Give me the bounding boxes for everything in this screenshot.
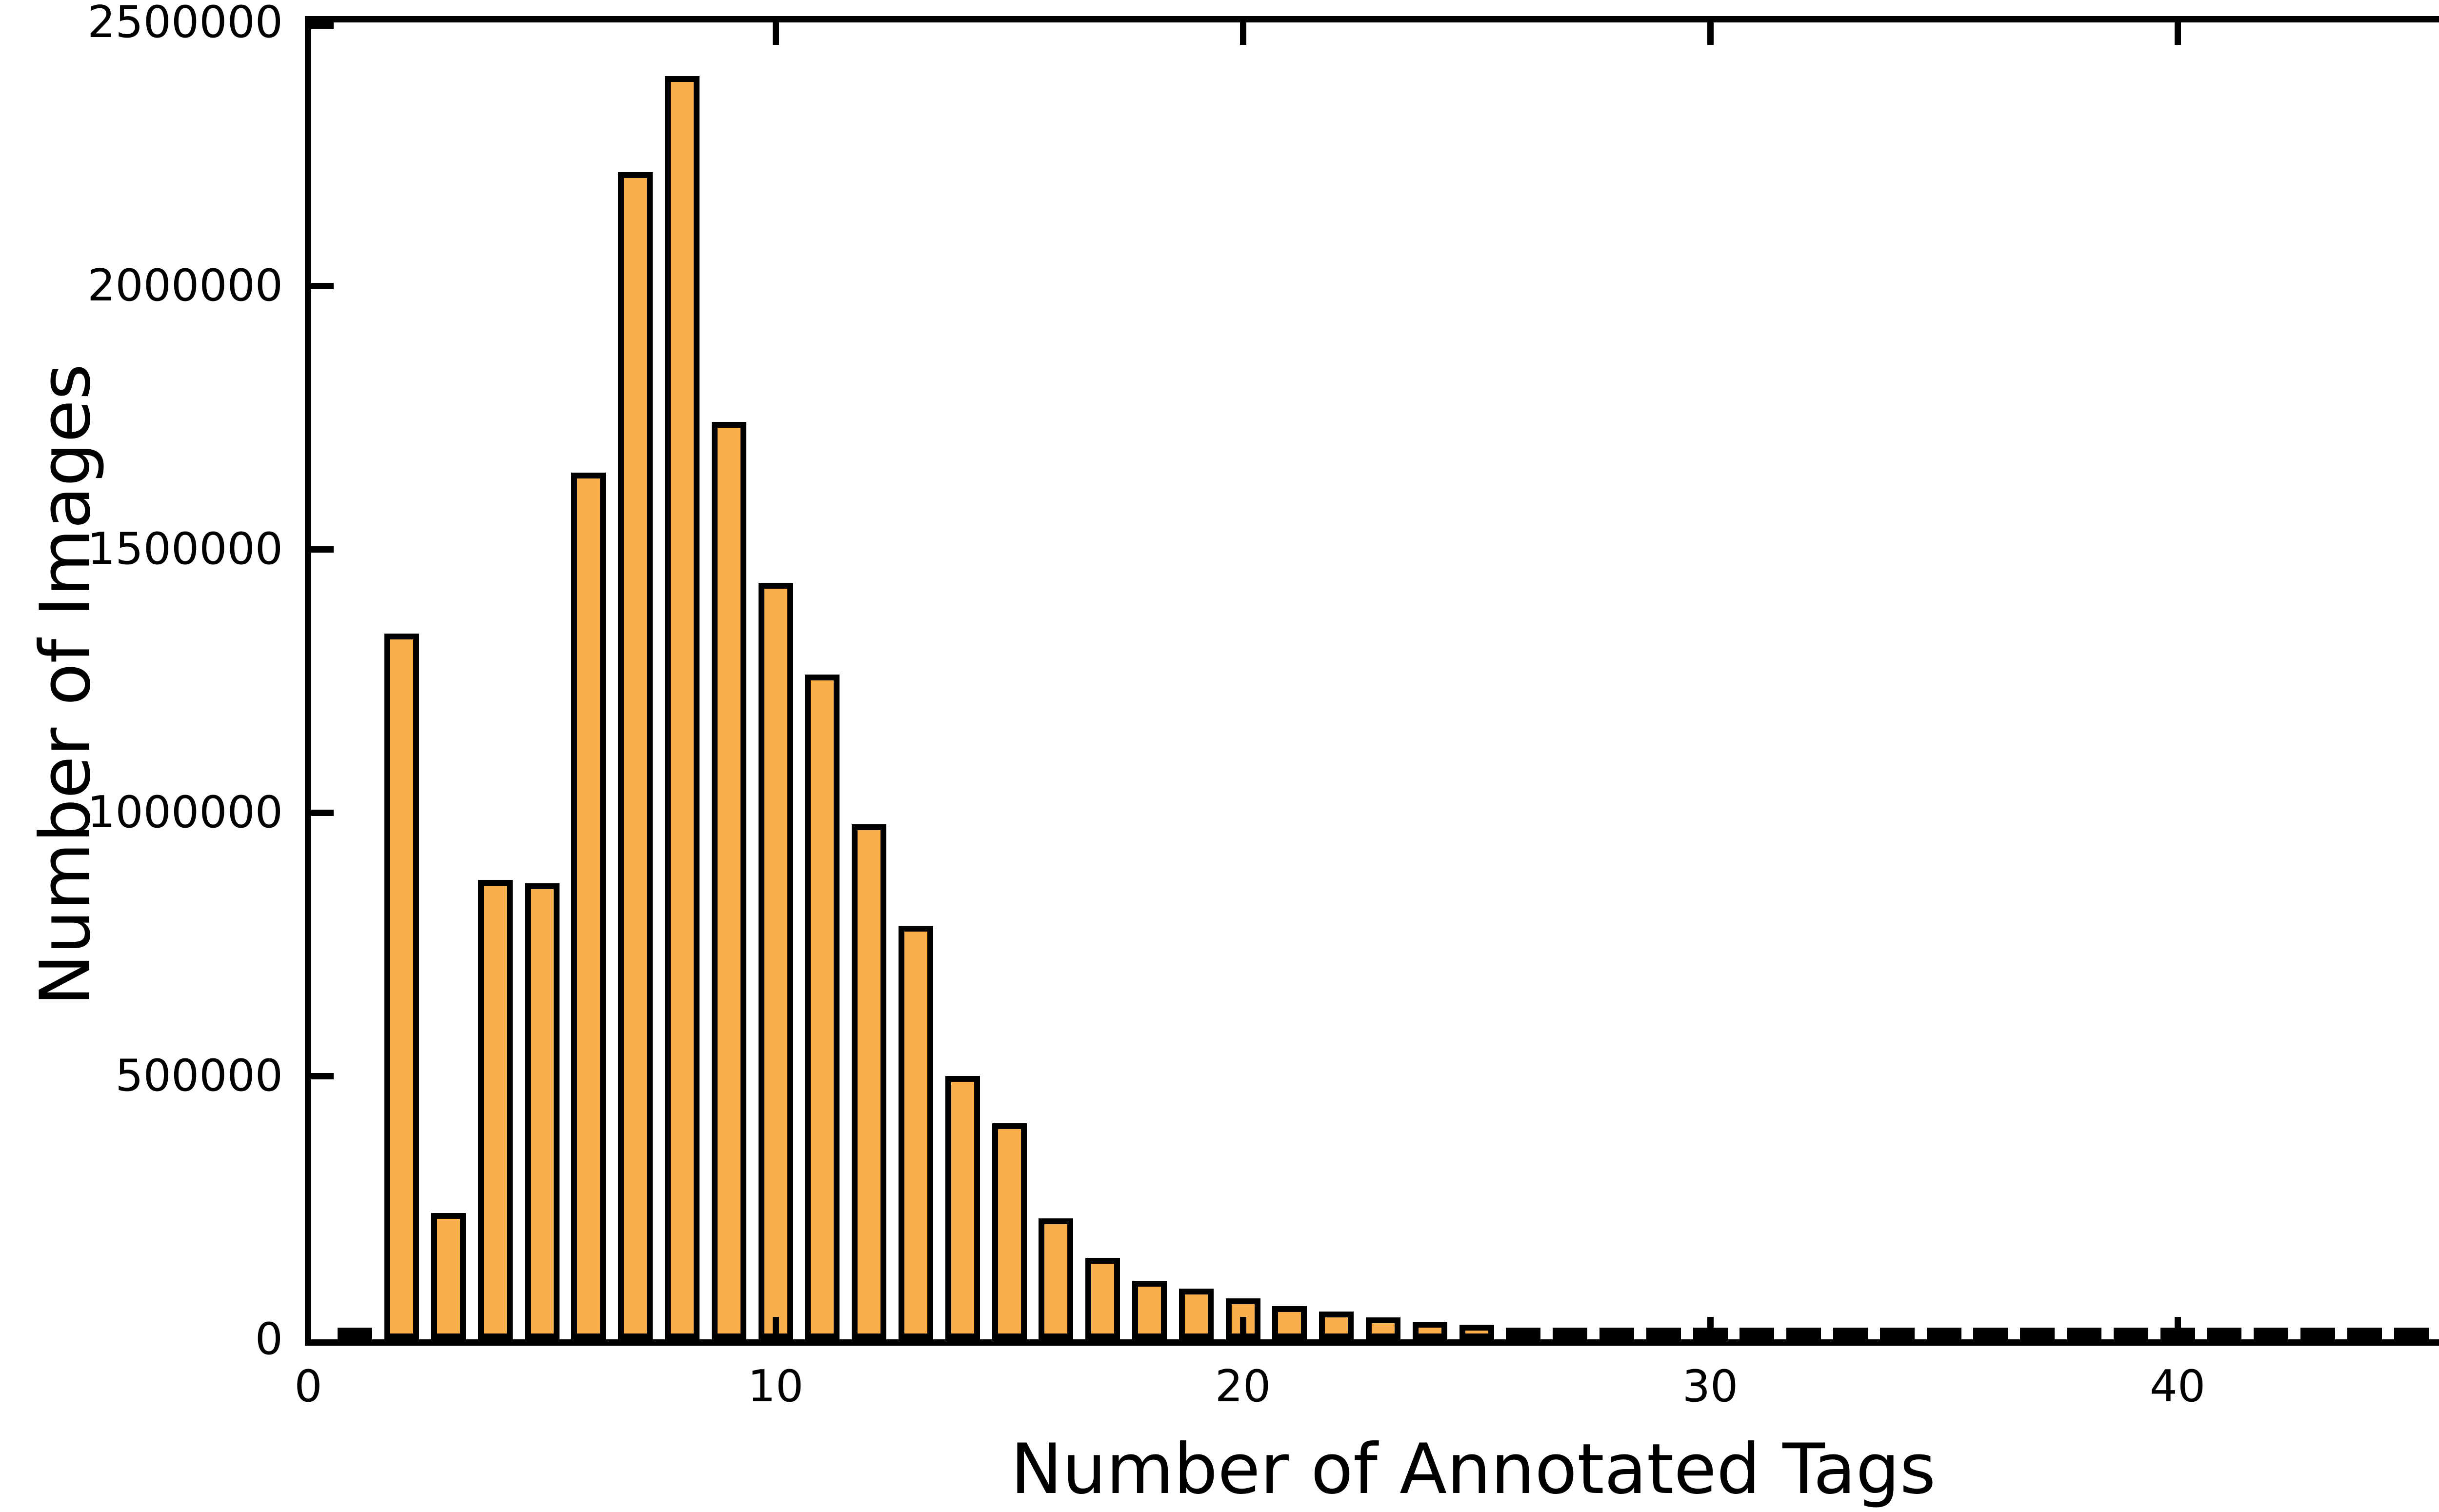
bar <box>2160 1328 2195 1339</box>
x-tick-label: 30 <box>1682 1361 1739 1412</box>
x-tick-top <box>1707 22 1714 45</box>
bar <box>2067 1328 2101 1339</box>
bar <box>1739 1328 1774 1339</box>
y-tick-label: 2000000 <box>87 260 283 311</box>
bar <box>759 583 793 1339</box>
bar <box>1927 1328 1961 1339</box>
bar <box>1973 1328 2008 1339</box>
bar <box>1880 1328 1915 1339</box>
bar <box>1039 1218 1073 1339</box>
bar <box>992 1123 1027 1339</box>
y-tick-left <box>311 810 334 816</box>
bar <box>2300 1328 2335 1339</box>
x-tick-label: 0 <box>294 1361 322 1412</box>
bar <box>478 880 513 1339</box>
x-tick-top <box>2175 22 2181 45</box>
y-tick-label: 500000 <box>115 1050 283 1101</box>
x-tick-bottom <box>1707 1317 1714 1339</box>
x-tick-label: 10 <box>747 1361 804 1412</box>
bar <box>2394 1328 2429 1339</box>
bar <box>1506 1328 1540 1339</box>
y-tick-label: 1000000 <box>87 787 283 838</box>
bar <box>431 1213 466 1339</box>
bar <box>1319 1312 1354 1339</box>
bar <box>852 824 886 1339</box>
y-tick-left <box>311 283 334 289</box>
bar <box>2020 1328 2055 1339</box>
bar <box>665 76 700 1339</box>
bar <box>384 634 419 1339</box>
bar <box>1786 1328 1821 1339</box>
bar <box>1132 1281 1167 1339</box>
x-tick-bottom <box>1240 1317 1246 1339</box>
x-tick-label: 20 <box>1215 1361 1271 1412</box>
x-tick-bottom <box>773 1317 779 1339</box>
bar <box>2254 1328 2288 1339</box>
bar <box>1179 1289 1214 1339</box>
bar <box>1272 1306 1307 1339</box>
y-tick-left <box>311 1073 334 1079</box>
bar <box>618 172 653 1339</box>
y-tick-left <box>311 546 334 553</box>
bar <box>1085 1258 1120 1339</box>
x-tick-top <box>773 22 779 45</box>
bar <box>712 422 746 1339</box>
bar <box>1366 1317 1400 1339</box>
bar <box>2347 1328 2382 1339</box>
bar <box>945 1076 980 1339</box>
x-tick-bottom <box>2175 1317 2181 1339</box>
bar <box>571 473 606 1339</box>
bar <box>899 926 933 1339</box>
bar <box>1833 1328 1868 1339</box>
bar <box>1646 1328 1681 1339</box>
x-axis-title: Number of Annotated Tags <box>1010 1429 1936 1510</box>
y-tick-left <box>311 22 334 29</box>
bar <box>525 883 560 1339</box>
bar <box>1413 1322 1447 1339</box>
y-tick-label: 0 <box>255 1313 283 1365</box>
bar <box>1459 1325 1494 1339</box>
bar <box>338 1328 372 1339</box>
y-tick-label: 2500000 <box>87 0 283 48</box>
bar <box>1599 1328 1634 1339</box>
x-tick-label: 40 <box>2149 1361 2206 1412</box>
bar <box>2207 1328 2241 1339</box>
bar <box>805 675 840 1339</box>
y-axis-title: Number of Images <box>25 363 106 1006</box>
bar <box>2114 1328 2148 1339</box>
bar <box>1553 1328 1587 1339</box>
y-tick-label: 1500000 <box>87 523 283 575</box>
x-tick-top <box>1240 22 1246 45</box>
plot-area <box>305 16 2439 1346</box>
